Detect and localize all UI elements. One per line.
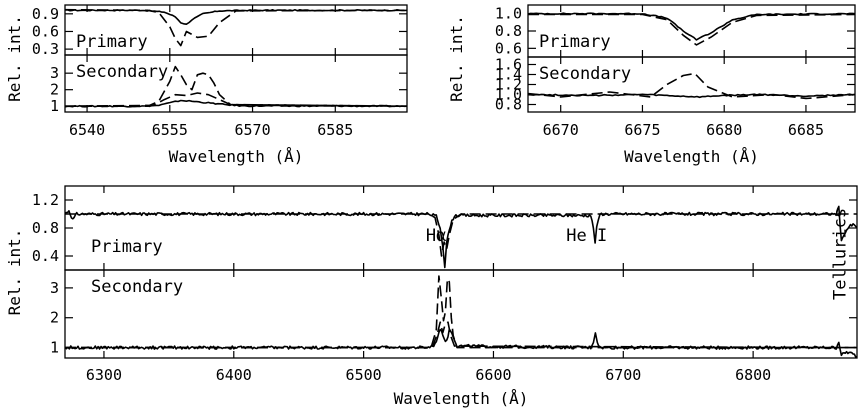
series-ha-secondary-2 xyxy=(65,92,407,107)
x-tick-label: 6555 xyxy=(152,121,188,139)
series-ha-primary-1 xyxy=(65,8,407,47)
y-tick-label: 1.0 xyxy=(495,86,522,104)
y-tick-label: 0.8 xyxy=(495,22,522,40)
y-tick-label: 0.6 xyxy=(495,39,522,57)
series-full-secondary-0 xyxy=(65,328,857,358)
y-tick-label: 3 xyxy=(50,64,59,82)
y-tick-label: 1 xyxy=(50,339,59,357)
chart-full: 0.4 0.8 1.2 Primary 1 2 3 Secondary 6300 6400 6500… xyxy=(5,185,858,408)
panel-ha-primary: 0.30.60.9 Primary xyxy=(32,4,408,58)
annotation-he-i: He I xyxy=(566,226,607,246)
x-axis-title: Wavelength (Å) xyxy=(394,389,529,408)
x-tick-label: 6585 xyxy=(317,121,353,139)
panel-label-secondary: Secondary xyxy=(91,277,183,297)
x-tick-label: 6670 xyxy=(543,121,579,139)
y-tick-label: 1 xyxy=(50,97,59,115)
y-tick-label: 1.2 xyxy=(32,191,59,209)
panel-label-primary: Primary xyxy=(91,237,163,257)
x-axis-title: Wavelength (Å) xyxy=(169,147,304,166)
panel-frame xyxy=(64,54,408,113)
y-tick-label: 2 xyxy=(50,81,59,99)
panel-ha-secondary: 123 Secondary xyxy=(50,54,408,115)
x-tick-label: 6300 xyxy=(86,366,122,384)
y-tick-label: 1.0 xyxy=(495,5,522,23)
y-tick-label: 2 xyxy=(50,309,59,327)
panel-label-secondary: Secondary xyxy=(76,62,168,82)
y-tick-label: 0.8 xyxy=(32,219,59,237)
y-axis-title: Rel. int. xyxy=(5,15,24,102)
x-tick-label: 6570 xyxy=(234,121,270,139)
series-hei-primary-1 xyxy=(528,13,855,46)
y-tick-label: 3 xyxy=(50,279,59,297)
series-full-secondary-1 xyxy=(65,275,857,349)
x-axis-title: Wavelength (Å) xyxy=(624,147,759,166)
annotation-tellurics: Tellurics xyxy=(830,208,850,300)
y-tick-label: 0.8 xyxy=(495,96,522,114)
y-axis-title: Rel. int. xyxy=(447,15,466,102)
x-tick-label: 6400 xyxy=(216,366,252,384)
x-tick-label: 6540 xyxy=(69,121,105,139)
series-hei-secondary-1 xyxy=(528,72,855,100)
y-tick-label: 0.3 xyxy=(32,40,59,58)
y-tick-label: 1.6 xyxy=(495,56,522,74)
panel-hei-primary: 0.60.81.0 Primary xyxy=(495,4,856,58)
series-ha-secondary-1 xyxy=(65,65,407,107)
y-tick-label: 0.6 xyxy=(32,22,59,40)
x-tick-label: 6685 xyxy=(788,121,824,139)
x-tick-label: 6675 xyxy=(624,121,660,139)
series-full-primary-1 xyxy=(65,213,857,257)
panel-label-primary: Primary xyxy=(539,32,611,52)
panel-label-secondary: Secondary xyxy=(539,64,631,84)
panel-hei-secondary: 0.81.01.21.41.6 Secondary xyxy=(495,56,856,114)
x-tick-label: 6680 xyxy=(706,121,742,139)
y-tick-label: 1.2 xyxy=(495,76,522,94)
y-tick-label: 0.4 xyxy=(32,247,59,265)
x-tick-label: 6500 xyxy=(346,366,382,384)
y-tick-label: 1.4 xyxy=(495,66,522,84)
x-tick-label: 6600 xyxy=(475,366,511,384)
x-tick-label: 6700 xyxy=(605,366,641,384)
series-ha-primary-0 xyxy=(65,9,407,25)
series-full-primary-0 xyxy=(65,205,857,269)
panel-frame xyxy=(64,269,858,359)
annotation-hα: Hα xyxy=(426,226,446,246)
y-axis-title: Rel. int. xyxy=(5,229,24,316)
x-tick-label: 6800 xyxy=(735,366,771,384)
series-full-secondary-2 xyxy=(65,321,857,349)
panel-label-primary: Primary xyxy=(76,32,148,52)
panel-full-secondary: 1 2 3 Secondary xyxy=(50,269,858,359)
chart-ha: 0.30.60.9 Primary 123 Secondary 6540 6555 6570… xyxy=(5,4,408,166)
y-tick-label: 0.9 xyxy=(32,5,59,23)
panel-frame xyxy=(64,185,858,271)
